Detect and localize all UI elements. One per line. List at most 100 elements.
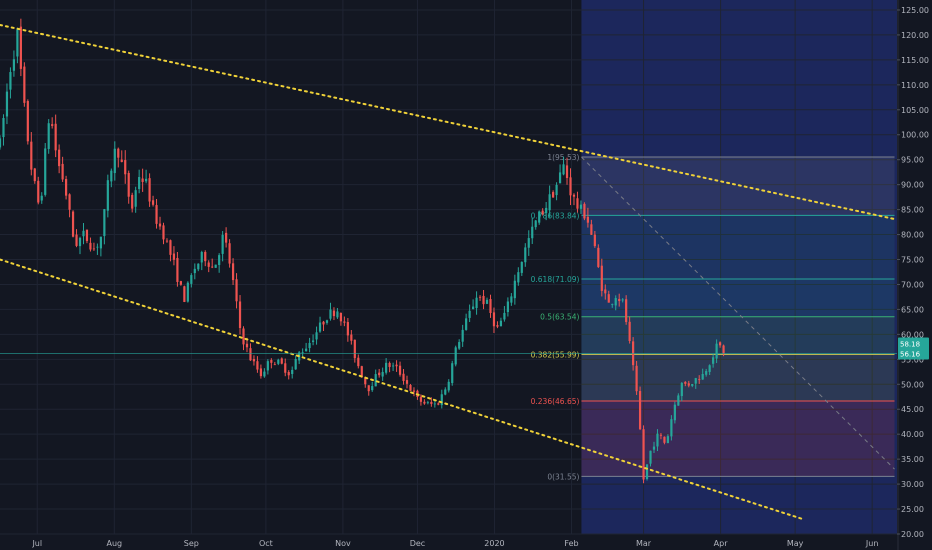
candle-body xyxy=(305,348,308,352)
candle-body xyxy=(266,361,269,371)
candle-body xyxy=(510,296,513,303)
candle-body xyxy=(433,403,436,405)
candle-body xyxy=(44,148,47,195)
x-tick-label: Apr xyxy=(714,539,729,548)
candle-body xyxy=(475,297,478,309)
candle-body xyxy=(614,298,617,306)
candle-body xyxy=(238,301,242,329)
y-tick-label: 20.00 xyxy=(901,530,924,539)
candle-body xyxy=(388,362,391,367)
candle-body xyxy=(579,204,583,209)
price-badges: 58.18 56.16 xyxy=(898,337,929,360)
candle-body xyxy=(398,365,402,375)
candle-body xyxy=(263,371,266,377)
candle-body xyxy=(447,381,450,391)
fib-band xyxy=(581,279,895,317)
candle-body xyxy=(162,225,165,240)
x-tick-label: Jun xyxy=(865,539,879,548)
fibonacci-retracement[interactable]: 1(95.53)0.786(83.84)0.618(71.09)0.5(63.5… xyxy=(531,153,895,481)
candle-body xyxy=(256,361,259,370)
candle-body xyxy=(440,394,443,406)
candle-body xyxy=(583,203,586,219)
y-tick-label: 50.00 xyxy=(901,380,924,389)
candle-body xyxy=(99,236,102,249)
channel-lower-line[interactable] xyxy=(0,258,804,521)
time-axis[interactable]: Jul Aug Sep Oct Nov Dec 2020 Feb Mar Apr May Jun xyxy=(31,539,878,548)
candle-body xyxy=(663,436,666,443)
channel-upper-line[interactable] xyxy=(0,23,898,221)
candle-body xyxy=(252,359,256,362)
candle-body xyxy=(569,177,572,196)
candle-body xyxy=(155,205,158,224)
candle-body xyxy=(708,365,711,372)
x-tick-label: Mar xyxy=(636,539,652,548)
candle-body xyxy=(628,321,631,341)
candle-body xyxy=(308,342,311,349)
candle-body xyxy=(694,378,697,384)
candlestick-series xyxy=(0,18,725,484)
candle-body xyxy=(64,179,68,196)
y-tick-label: 45.00 xyxy=(901,405,924,414)
candle-body xyxy=(242,328,245,345)
candle-body xyxy=(277,359,280,364)
candle-body xyxy=(381,371,384,377)
candle-body xyxy=(106,180,109,211)
candle-body xyxy=(249,348,252,361)
y-tick-label: 120.00 xyxy=(901,31,929,40)
candle-body xyxy=(197,263,200,270)
price-badge-label: 58.18 xyxy=(900,340,920,348)
candle-body xyxy=(287,372,290,376)
candle-body xyxy=(26,101,29,142)
candle-body xyxy=(371,386,374,391)
candle-body xyxy=(193,268,196,274)
y-tick-label: 90.00 xyxy=(901,181,924,190)
candle-body xyxy=(649,450,652,464)
candle-body xyxy=(698,379,701,381)
candle-body xyxy=(78,237,82,247)
candle-body xyxy=(179,281,182,285)
x-tick-label: Dec xyxy=(410,539,425,548)
candle-body xyxy=(496,325,499,327)
candle-body xyxy=(0,138,2,148)
candle-body xyxy=(604,289,607,294)
candle-body xyxy=(677,395,680,406)
candle-body xyxy=(465,318,468,330)
candle-body xyxy=(687,383,690,386)
x-tick-label: Feb xyxy=(564,539,578,548)
candle-body xyxy=(534,220,537,228)
candle-body xyxy=(96,246,99,248)
candle-body xyxy=(124,160,127,175)
candle-body xyxy=(565,165,569,179)
candle-body xyxy=(673,404,676,421)
candle-body xyxy=(454,347,457,365)
candle-body xyxy=(58,149,61,167)
candle-body xyxy=(513,280,516,299)
price-badge xyxy=(898,337,929,350)
candle-body xyxy=(214,264,217,268)
candle-body xyxy=(360,366,363,378)
candle-body xyxy=(301,352,304,354)
candle-body xyxy=(367,385,370,392)
candle-body xyxy=(322,321,325,325)
candle-body xyxy=(555,184,558,196)
candle-body xyxy=(113,148,116,174)
price-channel[interactable] xyxy=(0,23,898,521)
candle-body xyxy=(471,306,475,310)
candle-body xyxy=(145,178,148,182)
candle-body xyxy=(419,397,423,402)
candle-body xyxy=(332,310,336,317)
y-tick-label: 30.00 xyxy=(901,480,924,489)
price-axis[interactable]: 125.00 120.00 115.00 110.00 105.00 100.00 95.0… xyxy=(897,6,929,539)
candle-body xyxy=(245,343,249,348)
candle-body xyxy=(489,299,492,314)
fib-trend-line[interactable] xyxy=(581,156,895,470)
candle-body xyxy=(23,66,26,103)
y-tick-label: 55.00 xyxy=(901,355,924,364)
candle-body xyxy=(391,365,395,367)
candle-body xyxy=(339,312,343,322)
fib-level-label: 0.236(46.65) xyxy=(531,397,580,406)
candle-body xyxy=(169,240,172,255)
candle-body xyxy=(158,223,162,227)
y-tick-label: 115.00 xyxy=(901,56,929,65)
